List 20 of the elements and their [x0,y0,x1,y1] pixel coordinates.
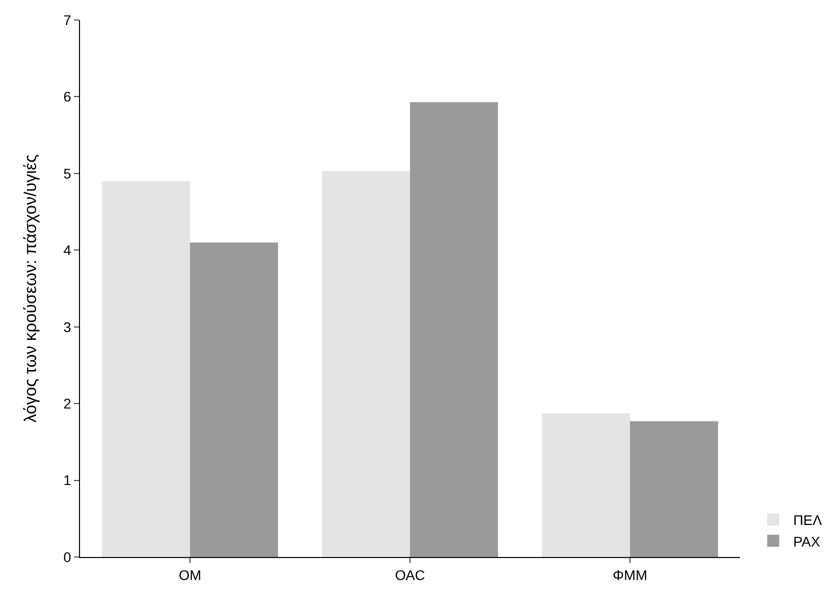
y-tick-label: 7 [63,12,72,28]
y-tick-label: 5 [63,165,72,182]
bar [542,414,630,557]
bar [190,242,278,557]
y-tick-label: 2 [63,395,72,412]
x-tick-label: ΦΜΜ [612,566,648,583]
y-tick-label: 0 [63,548,72,565]
x-tick-label: ΟΜ [178,566,202,583]
y-tick-label: 4 [63,242,72,258]
y-tick-label: 6 [63,88,72,105]
legend-label: ΡΑΧ [793,533,821,550]
bar [630,421,718,557]
bar [322,171,410,557]
y-tick-label: 1 [63,472,72,488]
y-axis-title: λόγος των κρούσεων: πάσχον/υγιές [21,154,40,423]
y-tick-label: 3 [63,318,72,335]
x-tick-label: ΟΑC [394,566,426,583]
bar [102,181,190,557]
bar [410,102,498,557]
legend-label: ΠΕΛ [793,512,823,528]
